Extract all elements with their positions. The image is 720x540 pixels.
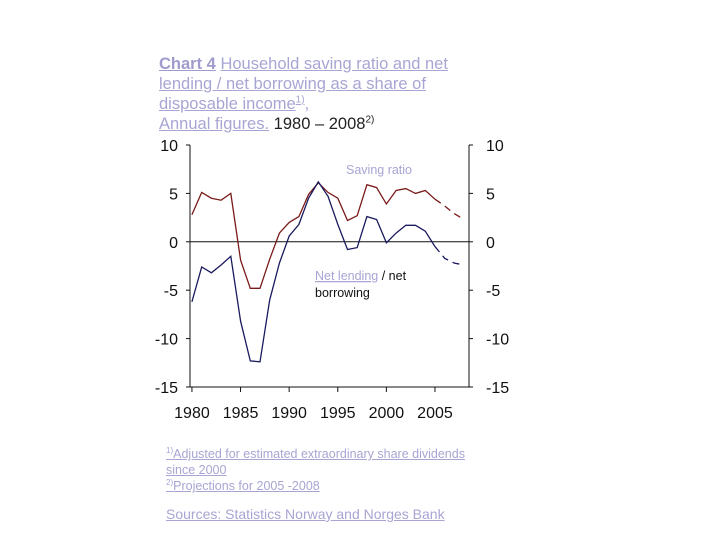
y-tick-label-left: 10 — [160, 138, 178, 155]
y-tick-label-left: -5 — [164, 283, 178, 300]
title-annual-link[interactable]: Annual figures. — [159, 115, 270, 133]
footnote-2-mark: 2) — [166, 477, 174, 487]
series-projection-0 — [434, 198, 465, 221]
footnote-2: 2)Projections for 2005 -2008 — [166, 478, 526, 494]
y-tick-label-right: -5 — [486, 283, 500, 300]
series-projection-1 — [434, 246, 465, 266]
chart-number: Chart 4 — [159, 55, 216, 73]
title-sup1: 1) — [295, 94, 305, 106]
footnote-2-text: Projections for 2005 -2008 — [173, 479, 320, 493]
title-line2: lending / net borrowing as a share of — [159, 75, 426, 93]
chart-title: Chart 4 Household saving ratio and net l… — [159, 55, 448, 133]
y-tick-label-right: 10 — [486, 138, 504, 155]
y-tick-label-left: 5 — [169, 186, 178, 203]
label-saving-ratio: Saving ratio — [346, 163, 412, 177]
label-borrowing: borrowing — [315, 286, 370, 300]
sources-link[interactable]: Sources: Statistics Norway and Norges Ba… — [166, 506, 445, 522]
y-tick-label-right: -15 — [486, 380, 509, 397]
title-period: 1980 – 2008 — [273, 115, 366, 133]
x-tick-label: 1985 — [223, 405, 259, 422]
y-tick-label-left: -15 — [155, 380, 178, 397]
y-tick-label-left: -10 — [155, 332, 178, 349]
footnote-1: 1)Adjusted for estimated extraordinary s… — [166, 446, 526, 462]
x-tick-label: 1990 — [271, 405, 307, 422]
footnote-1-mark: 1) — [166, 445, 174, 455]
footnotes: 1)Adjusted for estimated extraordinary s… — [166, 446, 526, 494]
y-tick-label-right: 0 — [486, 235, 495, 252]
y-tick-label-left: 0 — [169, 235, 178, 252]
footnote-1-cont: since 2000 — [166, 463, 227, 477]
x-tick-label: 2005 — [417, 405, 453, 422]
title-line1: Household saving ratio and net — [220, 55, 448, 73]
series-line-1 — [191, 180, 436, 363]
title-sup2: 2) — [365, 114, 375, 126]
x-tick-label: 1980 — [174, 405, 210, 422]
label-net-lending: Net lending / net — [315, 269, 407, 283]
series-line-0 — [191, 181, 436, 289]
x-tick-label: 2000 — [369, 405, 405, 422]
title-line3: disposable income — [159, 95, 296, 113]
y-tick-label-right: 5 — [486, 186, 495, 203]
footnote-1-text: Adjusted for estimated extraordinary sha… — [173, 447, 465, 461]
y-tick-label-right: -10 — [486, 332, 509, 349]
x-tick-label: 1995 — [320, 405, 356, 422]
